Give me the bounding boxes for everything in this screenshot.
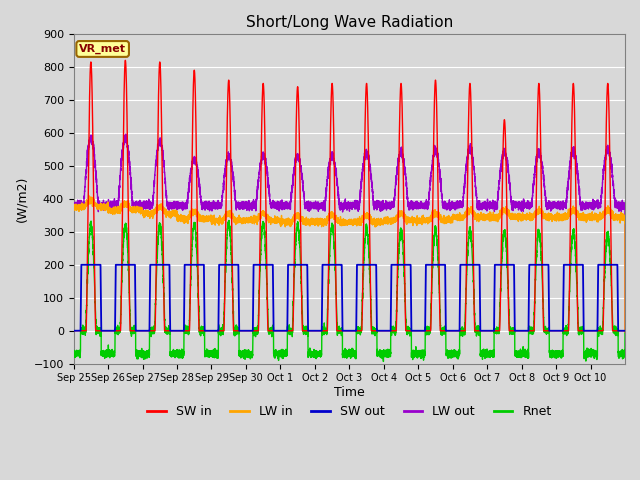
Title: Short/Long Wave Radiation: Short/Long Wave Radiation (246, 15, 453, 30)
SW out (317, 328, 325, 334)
LW out (550, 199, 558, 204)
LW out (621, 330, 629, 336)
SW out (239, 328, 247, 334)
SW out (212, 328, 220, 334)
Y-axis label: (W/m2): (W/m2) (15, 176, 28, 222)
SW out (89, 262, 97, 268)
SW in (484, 328, 492, 334)
SW out (550, 328, 558, 334)
Rnet (551, 352, 559, 358)
LW in (550, 212, 558, 218)
LW in (317, 219, 325, 225)
LW out (122, 131, 130, 137)
LW in (85, 192, 93, 198)
SW in (212, 328, 220, 334)
Rnet (484, 352, 492, 358)
Rnet (225, 217, 233, 223)
Rnet (212, 354, 220, 360)
Line: SW in: SW in (74, 60, 625, 331)
SW out (77, 262, 85, 268)
SW out (621, 328, 629, 334)
SW out (70, 328, 77, 334)
LW in (239, 216, 247, 222)
LW in (484, 214, 492, 219)
Rnet (70, 354, 77, 360)
Text: VR_met: VR_met (79, 44, 126, 54)
SW in (621, 328, 629, 334)
Legend: SW in, LW in, SW out, LW out, Rnet: SW in, LW in, SW out, LW out, Rnet (142, 400, 557, 423)
SW in (317, 328, 325, 334)
X-axis label: Time: Time (334, 386, 365, 399)
LW in (621, 329, 629, 335)
Rnet (380, 359, 387, 364)
SW out (484, 328, 492, 334)
SW in (122, 58, 129, 63)
LW in (212, 216, 220, 222)
LW out (484, 202, 492, 208)
LW out (212, 202, 220, 207)
LW out (89, 142, 97, 147)
SW in (89, 144, 97, 149)
Rnet (239, 349, 247, 355)
LW out (239, 199, 247, 204)
Rnet (317, 348, 325, 353)
SW in (550, 328, 558, 334)
Line: Rnet: Rnet (74, 220, 625, 361)
Line: LW in: LW in (74, 195, 625, 332)
SW in (70, 328, 77, 334)
LW out (317, 204, 325, 210)
Rnet (89, 242, 97, 248)
LW in (89, 196, 97, 202)
Line: LW out: LW out (74, 134, 625, 333)
LW in (70, 204, 77, 209)
LW out (70, 202, 77, 207)
Rnet (621, 329, 629, 335)
Line: SW out: SW out (74, 265, 625, 331)
SW in (239, 328, 247, 334)
